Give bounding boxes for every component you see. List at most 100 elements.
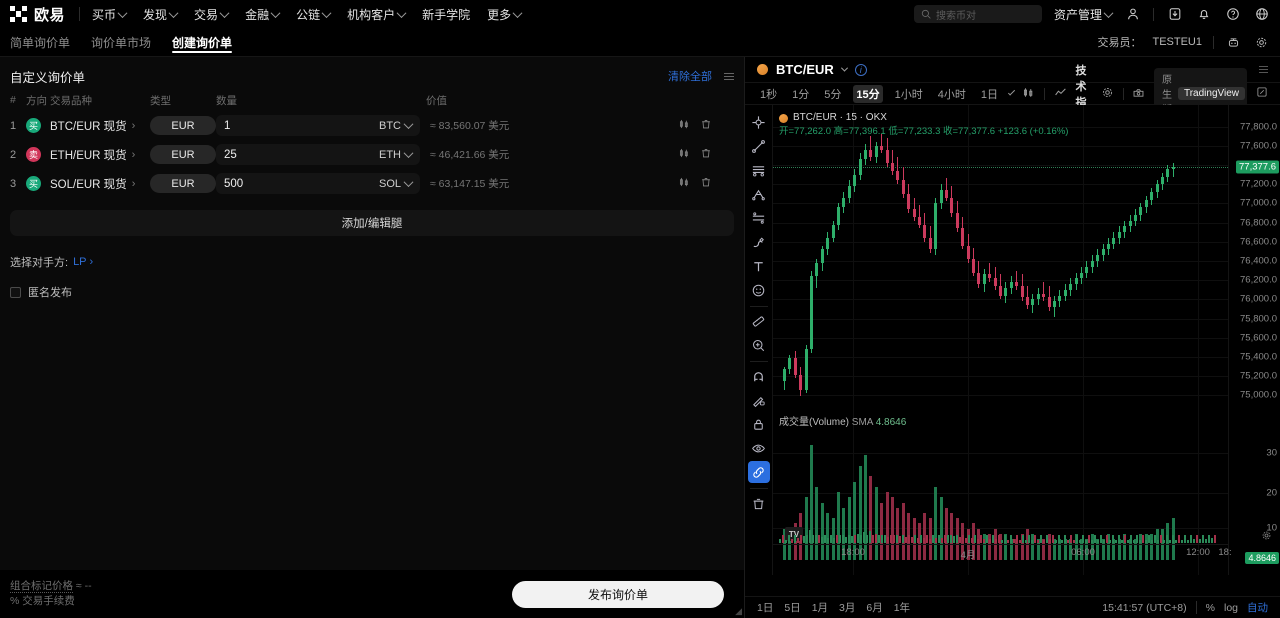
type-pill[interactable]: EUR: [150, 116, 216, 135]
range-6m[interactable]: 6月: [866, 602, 883, 614]
minimap-bar: [950, 535, 952, 543]
download-icon[interactable]: [1166, 6, 1183, 23]
fullscreen-icon[interactable]: [1256, 86, 1268, 101]
nav-item-discover[interactable]: 发现: [143, 6, 179, 23]
row-direction[interactable]: 买: [26, 118, 50, 133]
symbol-selector[interactable]: BTC/EUR 现货 ›: [50, 118, 150, 134]
unit-selector[interactable]: SOL: [379, 177, 414, 190]
drawing-lock-tool-icon[interactable]: [748, 389, 770, 411]
tab-create-rfq[interactable]: 创建询价单: [172, 28, 233, 56]
quantity-input[interactable]: 1 BTC: [216, 115, 420, 136]
nav-item-more[interactable]: 更多: [487, 6, 523, 23]
anonymous-publish-checkbox[interactable]: 匿名发布: [10, 284, 744, 300]
user-icon[interactable]: [1124, 6, 1141, 23]
info-icon[interactable]: i: [854, 63, 867, 76]
channel-tool-icon[interactable]: [748, 207, 770, 229]
chart-canvas-area[interactable]: BTC/EUR · 15 · OKX 开=77,262.0 高=77,396.1…: [745, 105, 1280, 575]
pitchfork-tool-icon[interactable]: [748, 183, 770, 205]
percent-scale-button[interactable]: %: [1205, 601, 1215, 614]
indicator-icon[interactable]: [1054, 86, 1067, 102]
interval-15m[interactable]: 15分: [853, 84, 883, 103]
unit-selector[interactable]: BTC: [379, 119, 414, 132]
asset-management-menu[interactable]: 资产管理: [1054, 6, 1114, 23]
range-1d[interactable]: 1日: [757, 602, 774, 614]
crosshair-tool-icon[interactable]: [748, 111, 770, 133]
candlestick-chart-icon[interactable]: [678, 147, 690, 162]
brand-logo[interactable]: 欧易: [10, 4, 65, 25]
robot-icon[interactable]: [1225, 34, 1242, 51]
range-1y[interactable]: 1年: [893, 602, 911, 614]
nav-item-trade[interactable]: 交易: [194, 6, 230, 23]
search-input[interactable]: 搜索币对: [913, 5, 1042, 23]
unit-selector[interactable]: ETH: [379, 148, 414, 161]
clear-all-button[interactable]: 清除全部: [668, 71, 712, 83]
interval-1h[interactable]: 1小时: [894, 88, 923, 101]
auto-scale-button[interactable]: 自动: [1247, 602, 1268, 614]
text-tool-icon[interactable]: [748, 255, 770, 277]
volume-bar: [820, 502, 824, 560]
tab-simple-rfq[interactable]: 简单询价单: [10, 35, 71, 50]
ruler-tool-icon[interactable]: [748, 310, 770, 332]
quantity-input[interactable]: 500 SOL: [216, 173, 420, 194]
candlestick-chart-icon[interactable]: [678, 176, 690, 191]
help-icon[interactable]: [1224, 6, 1241, 23]
row-direction[interactable]: 卖: [26, 147, 50, 162]
magnet-tool-icon[interactable]: [748, 365, 770, 387]
symbol-selector[interactable]: ETH/EUR 现货 ›: [50, 147, 150, 163]
row-direction[interactable]: 买: [26, 176, 50, 191]
symbol-selector[interactable]: SOL/EUR 现货 ›: [50, 176, 150, 192]
brush-tool-icon[interactable]: [748, 231, 770, 253]
price-plot[interactable]: BTC/EUR · 15 · OKX 开=77,262.0 高=77,396.1…: [773, 105, 1228, 575]
range-3m[interactable]: 3月: [839, 602, 856, 614]
bell-icon[interactable]: [1195, 6, 1212, 23]
zoom-tool-icon[interactable]: [748, 334, 770, 356]
delete-row-icon[interactable]: [700, 118, 712, 133]
interval-1s[interactable]: 1秒: [760, 88, 778, 101]
chevron-down-icon[interactable]: [1007, 88, 1016, 96]
nav-item-buy-crypto[interactable]: 买币: [92, 6, 128, 23]
minimap-bar: [788, 535, 790, 543]
chart-settings-gear-icon[interactable]: [1101, 86, 1114, 102]
resize-handle-icon[interactable]: ◢: [735, 606, 742, 616]
quantity-input[interactable]: 25 ETH: [216, 144, 420, 165]
counterparty-selector[interactable]: LP ›: [73, 256, 93, 268]
publish-rfq-button[interactable]: 发布询价单: [512, 580, 724, 608]
delete-row-icon[interactable]: [700, 147, 712, 162]
emoji-tool-icon[interactable]: [748, 279, 770, 301]
type-pill[interactable]: EUR: [150, 145, 216, 164]
sync-link-tool-icon[interactable]: [747, 461, 770, 483]
chart-minimap[interactable]: [773, 529, 1228, 543]
time-axis[interactable]: 18:00 4月 06:00 12:00 18:: [773, 531, 1271, 561]
horizontal-lines-tool-icon[interactable]: [748, 159, 770, 181]
snapshot-icon[interactable]: [1132, 86, 1145, 102]
globe-icon[interactable]: [1253, 6, 1270, 23]
delete-row-icon[interactable]: [700, 176, 712, 191]
nav-item-finance[interactable]: 金融: [245, 6, 281, 23]
trend-line-tool-icon[interactable]: [748, 135, 770, 157]
settings-gear-icon[interactable]: [1253, 34, 1270, 51]
range-5d[interactable]: 5日: [784, 602, 801, 614]
interval-5m[interactable]: 5分: [824, 88, 842, 101]
interval-1m[interactable]: 1分: [792, 88, 810, 101]
nav-item-academy[interactable]: 新手学院: [422, 6, 470, 23]
log-scale-button[interactable]: log: [1223, 601, 1238, 614]
chevron-down-icon[interactable]: [840, 64, 848, 72]
time-axis-settings-icon[interactable]: [1261, 530, 1272, 544]
tab-rfq-market[interactable]: 询价单市场: [91, 35, 152, 50]
price-axis[interactable]: 77,800.077,600.077,400.077,200.077,000.0…: [1228, 105, 1280, 575]
nav-item-institutional[interactable]: 机构客户: [347, 6, 407, 23]
add-edit-leg-button[interactable]: 添加/编辑腿: [10, 210, 734, 236]
interval-4h[interactable]: 4小时: [937, 88, 966, 101]
interval-1d[interactable]: 1日: [980, 88, 998, 101]
nav-item-chain[interactable]: 公链: [296, 6, 332, 23]
lock-tool-icon[interactable]: [748, 413, 770, 435]
panel-menu-icon[interactable]: [724, 72, 734, 80]
candlestick-chart-icon[interactable]: [678, 118, 690, 133]
type-pill[interactable]: EUR: [150, 174, 216, 193]
chart-version-tradingview[interactable]: TradingView: [1177, 87, 1245, 100]
visibility-eye-icon[interactable]: [748, 437, 770, 459]
chart-menu-icon[interactable]: [1259, 66, 1268, 73]
remove-drawings-trash-icon[interactable]: [748, 492, 770, 514]
candlestick-type-icon[interactable]: [1022, 86, 1035, 102]
range-1m[interactable]: 1月: [811, 602, 829, 614]
